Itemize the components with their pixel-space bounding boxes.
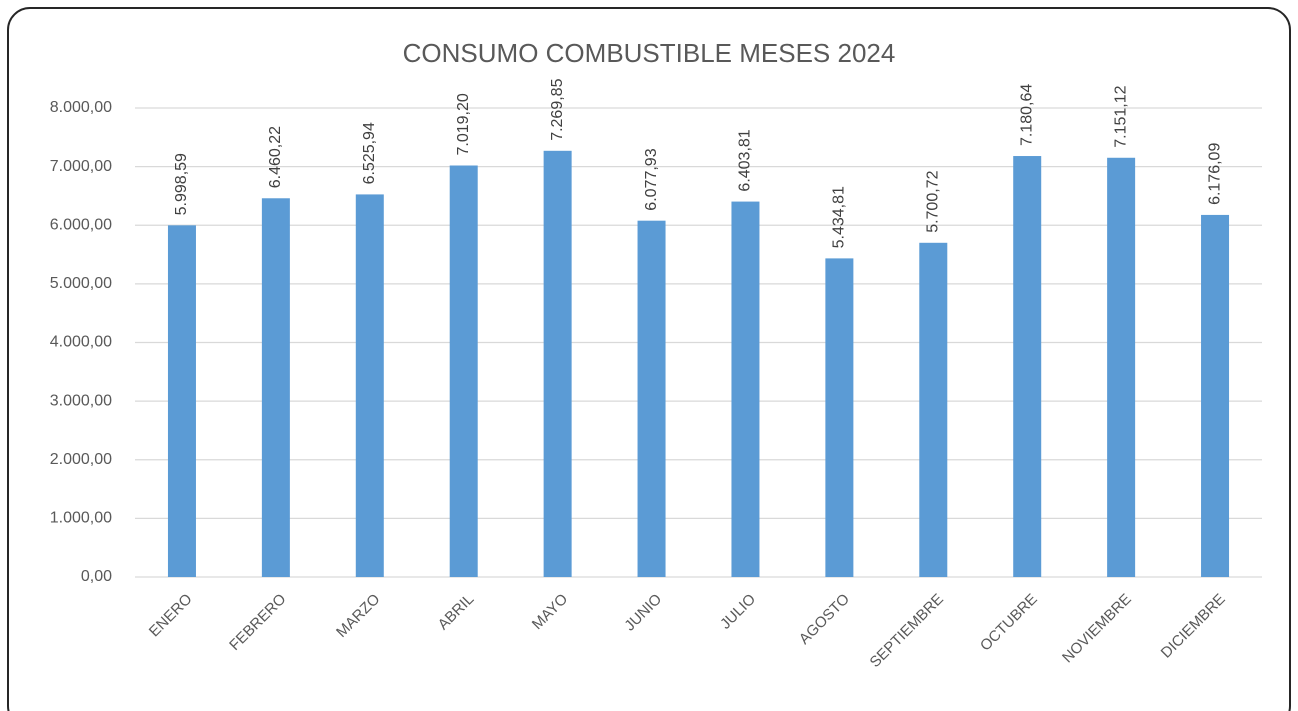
data-label: 6.460,22 [267,126,284,188]
bar [731,201,760,577]
y-tick-label: 2.000,00 [50,451,112,468]
data-label: 5.998,59 [173,153,190,215]
y-tick-label: 7.000,00 [50,158,112,175]
bar [543,150,572,577]
y-tick-label: 5.000,00 [50,275,112,292]
bar [1107,157,1136,577]
bar [355,194,384,578]
data-label: 6.077,93 [643,148,660,210]
bar [825,258,854,577]
bar [449,165,478,578]
bar [919,242,948,577]
chart-title: CONSUMO COMBUSTIBLE MESES 2024 [403,38,896,68]
y-tick-label: 3.000,00 [50,392,112,409]
data-label: 6.176,09 [1206,143,1223,205]
y-tick-label: 1.000,00 [50,510,112,527]
bar [261,198,290,578]
data-label: 7.180,64 [1018,84,1035,146]
y-tick-label: 6.000,00 [50,216,112,233]
data-label: 7.151,12 [1112,85,1129,147]
bar [1013,156,1042,577]
y-tick-label: 4.000,00 [50,334,112,351]
bar [1201,214,1230,577]
y-tick-label: 0,00 [81,568,112,585]
bar [637,220,666,578]
data-label: 7.269,85 [549,78,566,140]
data-label: 5.700,72 [925,170,942,232]
data-label: 7.019,20 [455,93,472,155]
data-label: 6.525,94 [361,122,378,184]
data-label: 5.434,81 [831,186,848,248]
y-tick-label: 8.000,00 [50,99,112,116]
bar [167,225,196,578]
data-label: 6.403,81 [737,129,754,191]
